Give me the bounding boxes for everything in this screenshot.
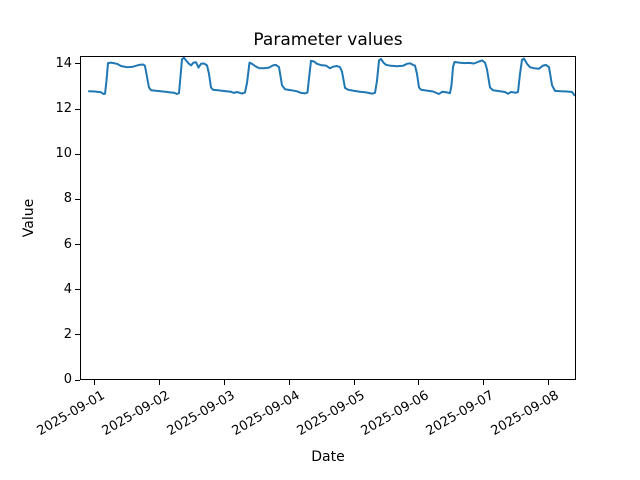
y-tick-label: 8 — [63, 191, 72, 207]
x-tick-label: 2025-09-02 — [99, 388, 173, 439]
x-tick-mark — [353, 380, 355, 385]
x-tick-mark — [159, 380, 161, 385]
y-tick-mark — [75, 108, 80, 110]
x-tick-label: 2025-09-06 — [359, 388, 432, 439]
y-tick-label: 14 — [55, 55, 72, 71]
series-line — [88, 57, 575, 97]
x-tick-label: 2025-09-07 — [423, 388, 497, 439]
y-tick-mark — [75, 198, 80, 200]
x-tick-label: 2025-09-01 — [35, 388, 108, 439]
y-tick-label: 4 — [63, 281, 72, 297]
x-axis-label: Date — [311, 449, 345, 465]
x-tick-label: 2025-09-03 — [164, 388, 238, 439]
y-tick-mark — [75, 153, 80, 155]
x-tick-mark — [224, 380, 226, 385]
x-tick-label: 2025-09-04 — [229, 388, 303, 439]
y-tick-mark — [75, 334, 80, 336]
plot-area — [80, 56, 576, 380]
x-tick-mark — [94, 380, 96, 385]
chart-title: Parameter values — [253, 30, 403, 50]
x-tick-mark — [548, 380, 550, 385]
y-tick-mark — [75, 63, 80, 65]
x-tick-label: 2025-09-08 — [488, 388, 562, 439]
x-tick-mark — [418, 380, 420, 385]
y-tick-mark — [75, 379, 80, 381]
y-tick-label: 12 — [55, 101, 72, 117]
y-tick-label: 6 — [63, 236, 72, 252]
x-tick-mark — [483, 380, 485, 385]
y-tick-mark — [75, 244, 80, 246]
y-tick-label: 2 — [63, 326, 72, 342]
x-tick-mark — [288, 380, 290, 385]
x-tick-label: 2025-09-05 — [294, 388, 368, 439]
y-tick-label: 10 — [55, 146, 72, 162]
y-tick-label: 0 — [63, 372, 72, 387]
plot-canvas — [88, 57, 575, 97]
y-tick-mark — [75, 289, 80, 291]
